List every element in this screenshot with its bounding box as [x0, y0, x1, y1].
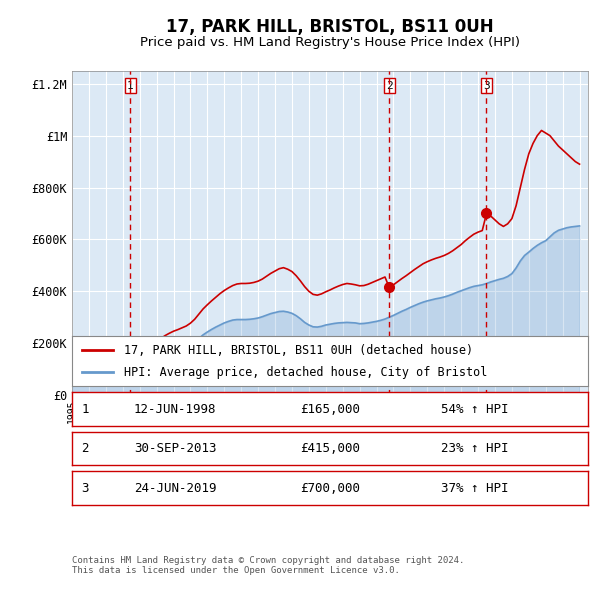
Text: 12-JUN-1998: 12-JUN-1998 — [134, 402, 217, 415]
Text: 2: 2 — [386, 80, 392, 90]
Text: 24-JUN-2019: 24-JUN-2019 — [134, 481, 217, 494]
Text: 17, PARK HILL, BRISTOL, BS11 0UH (detached house): 17, PARK HILL, BRISTOL, BS11 0UH (detach… — [124, 344, 473, 357]
Text: Contains HM Land Registry data © Crown copyright and database right 2024.
This d: Contains HM Land Registry data © Crown c… — [72, 556, 464, 575]
Text: 3: 3 — [81, 481, 89, 494]
Text: HPI: Average price, detached house, City of Bristol: HPI: Average price, detached house, City… — [124, 366, 487, 379]
Text: £165,000: £165,000 — [300, 402, 360, 415]
Text: 30-SEP-2013: 30-SEP-2013 — [134, 442, 217, 455]
Text: Price paid vs. HM Land Registry's House Price Index (HPI): Price paid vs. HM Land Registry's House … — [140, 36, 520, 49]
Text: 1: 1 — [127, 80, 134, 90]
Text: £700,000: £700,000 — [300, 481, 360, 494]
Text: 23% ↑ HPI: 23% ↑ HPI — [441, 442, 508, 455]
Text: 54% ↑ HPI: 54% ↑ HPI — [441, 402, 508, 415]
Text: 3: 3 — [483, 80, 490, 90]
Text: 37% ↑ HPI: 37% ↑ HPI — [441, 481, 508, 494]
Text: 17, PARK HILL, BRISTOL, BS11 0UH: 17, PARK HILL, BRISTOL, BS11 0UH — [166, 18, 494, 35]
Text: £415,000: £415,000 — [300, 442, 360, 455]
Text: 1: 1 — [81, 402, 89, 415]
Text: 2: 2 — [81, 442, 89, 455]
